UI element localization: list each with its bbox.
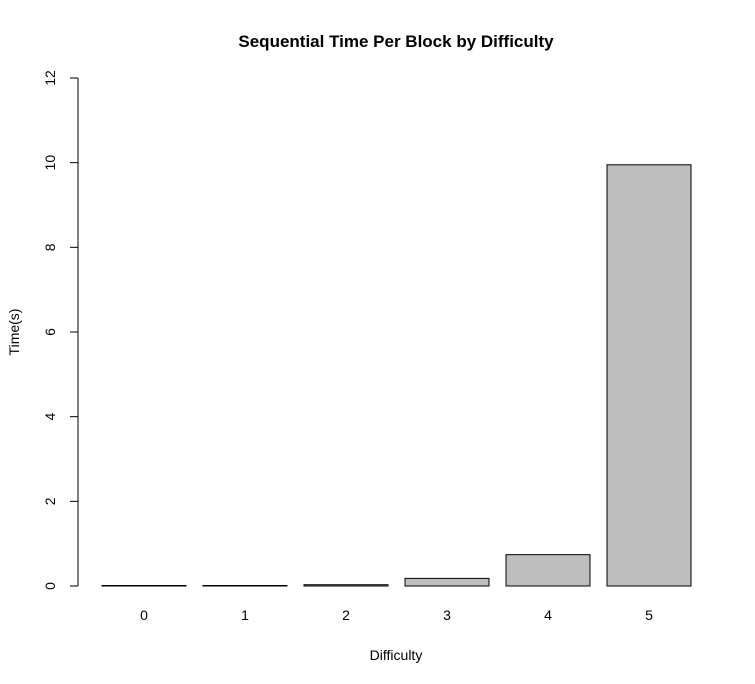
y-tick-label: 6 <box>42 328 58 336</box>
y-tick-label: 2 <box>42 497 58 505</box>
bar-0 <box>101 585 187 587</box>
y-tick-label: 12 <box>42 70 58 86</box>
x-tick-label: 4 <box>544 607 552 623</box>
y-tick-label: 0 <box>42 582 58 590</box>
bar-series <box>101 164 692 587</box>
x-axis-tick-labels: 0 1 2 3 4 5 <box>140 607 653 623</box>
y-axis-label: Time(s) <box>6 309 22 356</box>
y-axis-ticks: 0 2 4 6 8 10 12 <box>42 70 78 590</box>
bar-4 <box>505 554 591 587</box>
chart-title: Sequential Time Per Block by Difficulty <box>238 32 554 51</box>
y-tick-label: 8 <box>42 243 58 251</box>
x-axis-label: Difficulty <box>370 647 423 663</box>
x-tick-label: 3 <box>443 607 451 623</box>
x-tick-label: 1 <box>241 607 249 623</box>
bar-2 <box>303 584 389 587</box>
bar-1 <box>202 585 288 587</box>
bar-5 <box>606 164 692 587</box>
x-tick-label: 5 <box>645 607 653 623</box>
bar-3 <box>404 577 490 587</box>
y-tick-label: 10 <box>42 155 58 171</box>
x-tick-label: 0 <box>140 607 148 623</box>
y-tick-label: 4 <box>42 413 58 421</box>
x-tick-label: 2 <box>342 607 350 623</box>
